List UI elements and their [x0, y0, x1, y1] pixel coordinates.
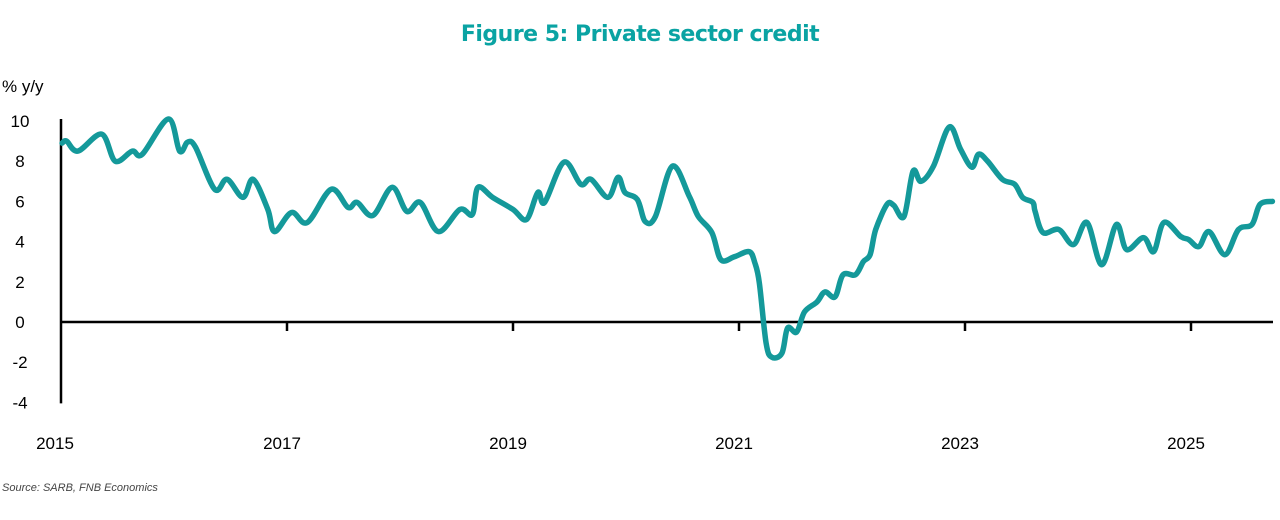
y-tick-label: 10 — [11, 112, 30, 131]
x-tick-label: 2015 — [36, 434, 74, 453]
y-tick-label: 6 — [15, 192, 24, 211]
y-tick-labels: 10 8 6 4 2 0 -2 -4 — [11, 112, 30, 412]
x-tick-label: 2021 — [715, 434, 753, 453]
y-tick-label: 4 — [15, 233, 24, 252]
x-tick-marks — [285, 322, 1193, 331]
y-tick-label: -2 — [12, 353, 27, 372]
series-layer — [59, 116, 1276, 361]
y-tick-label: 0 — [15, 313, 24, 332]
y-tick-label: 8 — [15, 152, 24, 171]
source-note: Source: SARB, FNB Economics — [2, 482, 158, 494]
x-tick-label: 2019 — [489, 434, 527, 453]
x-tick-label: 2025 — [1167, 434, 1205, 453]
y-axis-label: % y/y — [2, 77, 44, 96]
series-line-private-sector-credit — [59, 116, 1276, 361]
y-tick-label: -4 — [12, 393, 27, 412]
x-tick-label: 2017 — [263, 434, 301, 453]
chart-title: Figure 5: Private sector credit — [461, 22, 820, 47]
x-tick-labels: 2015 2017 2019 2021 2023 2025 — [36, 434, 1205, 453]
x-tick-label: 2023 — [941, 434, 979, 453]
y-tick-label: 2 — [15, 273, 24, 292]
